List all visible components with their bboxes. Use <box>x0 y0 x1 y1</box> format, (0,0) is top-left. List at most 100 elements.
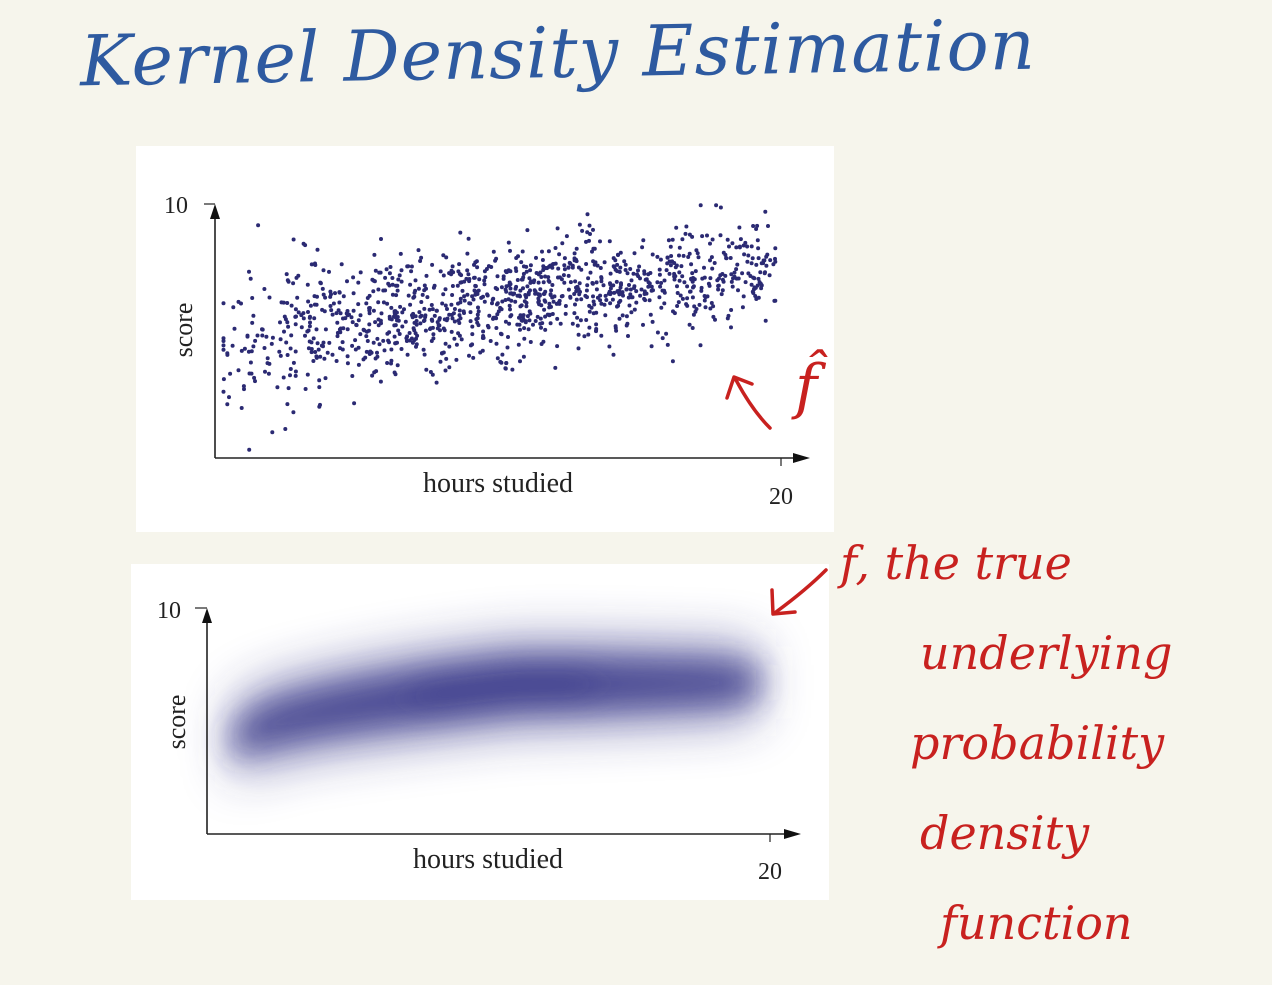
scatter-point <box>370 373 375 378</box>
scatter-point <box>632 286 636 290</box>
scatter-point <box>677 278 682 283</box>
scatter-point <box>514 269 519 273</box>
scatter-point <box>283 427 288 431</box>
scatter-point <box>387 271 392 276</box>
scatter-point <box>390 282 395 287</box>
scatter-point <box>506 297 511 302</box>
scatter-point <box>524 269 529 274</box>
scatter-point <box>390 292 395 297</box>
scatter-point <box>576 265 581 270</box>
scatter-point <box>416 248 421 253</box>
scatter-point <box>588 270 593 275</box>
scatter-point <box>515 322 520 327</box>
scatter-point <box>716 284 721 288</box>
scatter-point <box>376 287 381 292</box>
scatter-point <box>351 291 356 296</box>
scatter-point <box>692 304 697 309</box>
scatter-point <box>657 272 662 277</box>
scatter-point <box>269 341 274 346</box>
scatter-point <box>568 261 573 266</box>
scatter-point <box>378 318 383 323</box>
scatter-point <box>393 372 398 377</box>
scatter-point <box>344 311 349 316</box>
scatter-point <box>441 273 446 278</box>
scatter-point <box>503 269 508 274</box>
scatter-point <box>474 317 479 322</box>
scatter-point <box>525 284 530 289</box>
scatter-point <box>564 234 569 239</box>
scatter-point <box>345 327 350 332</box>
scatter-point <box>518 327 522 332</box>
scatter-point <box>671 309 675 314</box>
scatter-point <box>472 275 476 280</box>
scatter-point <box>456 301 460 306</box>
scatter-point <box>568 295 573 300</box>
scatter-point <box>650 252 655 257</box>
scatter-point <box>700 234 705 239</box>
scatter-point <box>467 277 472 281</box>
scatter-point <box>424 367 429 372</box>
scatter-point <box>449 329 454 334</box>
density-chart-panel: 10 20 hours studied score <box>131 564 829 900</box>
scatter-point <box>546 278 551 283</box>
scatter-point <box>299 325 304 330</box>
scatter-point <box>334 311 339 316</box>
scatter-point <box>335 330 340 335</box>
scatter-point <box>458 230 463 235</box>
scatter-point <box>693 269 698 274</box>
scatter-point <box>740 271 745 276</box>
scatter-point <box>574 246 579 251</box>
note-line-5: function <box>940 896 1133 950</box>
scatter-point <box>270 335 275 340</box>
scatter-point <box>429 303 434 307</box>
scatter-point <box>395 318 399 323</box>
scatter-point <box>691 285 695 290</box>
scatter-point <box>445 307 449 311</box>
scatter-point <box>482 269 487 274</box>
scatter-point <box>264 334 269 339</box>
scatter-point <box>447 271 452 276</box>
scatter-point <box>627 283 631 287</box>
scatter-point <box>572 311 577 316</box>
scatter-point <box>738 237 743 242</box>
scatter-point <box>628 267 633 271</box>
scatter-point <box>754 262 759 267</box>
scatter-point <box>764 254 769 259</box>
scatter-point <box>378 379 383 384</box>
scatter-point <box>465 292 470 297</box>
scatter-point <box>508 286 513 291</box>
scatter-point <box>314 327 319 332</box>
scatter-point <box>288 346 293 351</box>
scatter-point <box>590 249 594 254</box>
scatter-point <box>617 269 622 274</box>
scatter-point <box>411 311 416 316</box>
scatter-point <box>320 286 325 291</box>
scatter-point <box>672 261 677 265</box>
scatter-point <box>699 285 704 290</box>
scatter-point <box>437 317 442 322</box>
scatter-point <box>438 328 442 333</box>
scatter-point <box>370 277 375 282</box>
scatter-point <box>535 314 540 319</box>
scatter-point <box>629 310 634 315</box>
scatter-point <box>418 314 423 319</box>
scatter-point <box>513 299 518 304</box>
scatter-point <box>250 296 255 300</box>
scatter-point <box>694 248 699 253</box>
scatter-point <box>521 286 525 291</box>
scatter-point <box>536 280 541 285</box>
scatter-point <box>646 284 651 289</box>
scatter-point <box>340 347 345 352</box>
x-axis-arrow <box>784 829 801 839</box>
scatter-point <box>321 268 326 273</box>
scatter-point <box>221 347 226 352</box>
scatter-point <box>465 268 470 273</box>
scatter-point <box>522 299 527 304</box>
scatter-point <box>408 302 413 307</box>
scatter-point <box>594 322 599 327</box>
scatter-point <box>336 308 341 313</box>
scatter-point <box>256 223 261 228</box>
scatter-point <box>729 325 733 330</box>
scatter-point <box>471 355 476 360</box>
scatter-point <box>422 318 427 323</box>
